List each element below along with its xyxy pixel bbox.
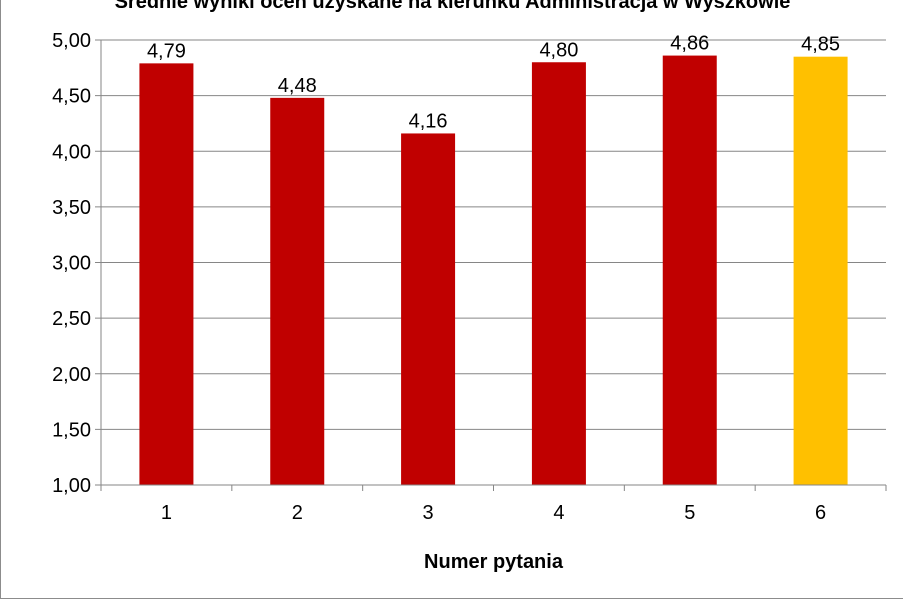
data-label: 4,79 <box>147 40 186 62</box>
bar <box>139 63 194 486</box>
data-label: 4,80 <box>539 39 578 61</box>
x-tick-label: 1 <box>161 502 172 524</box>
bar <box>401 133 456 485</box>
chart-title: Średnie wyniki ocen uzyskane na kierunku… <box>114 0 791 13</box>
data-label: 4,16 <box>409 110 448 132</box>
y-tick-label: 2,50 <box>52 308 91 330</box>
y-tick-label: 2,00 <box>52 364 91 386</box>
data-label: 4,48 <box>278 75 317 97</box>
y-tick-label: 1,00 <box>52 475 91 497</box>
x-tick-label: 3 <box>423 502 434 524</box>
y-tick-label: 4,00 <box>52 141 91 163</box>
x-axis-title: Numer pytania <box>424 551 564 573</box>
data-label: 4,85 <box>801 34 840 56</box>
x-tick-label: 5 <box>684 502 695 524</box>
y-tick-label: 1,50 <box>52 419 91 441</box>
data-label: 4,86 <box>670 33 709 55</box>
bar <box>793 56 848 485</box>
bar <box>270 97 325 485</box>
y-tick-label: 4,50 <box>52 86 91 108</box>
bar <box>531 62 586 485</box>
x-tick-label: 2 <box>292 502 303 524</box>
x-tick-label: 6 <box>815 502 826 524</box>
y-tick-label: 5,00 <box>52 30 91 52</box>
y-tick-label: 3,00 <box>52 253 91 275</box>
y-tick-label: 3,50 <box>52 197 91 219</box>
bar <box>662 55 717 485</box>
x-tick-label: 4 <box>553 502 564 524</box>
